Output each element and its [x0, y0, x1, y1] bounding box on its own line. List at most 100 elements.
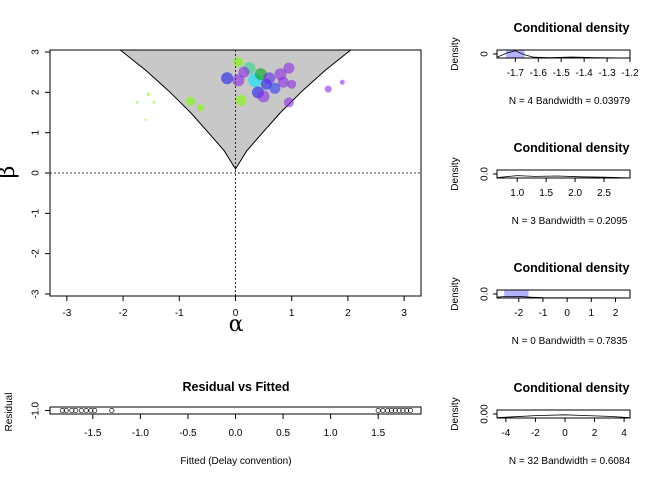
density-x-tick-label: 2 — [613, 308, 619, 319]
x-axis-label: α — [229, 312, 244, 337]
y-tick-label: -1 — [31, 208, 42, 217]
density-title: Conditional density — [514, 141, 630, 155]
density-curve — [496, 175, 631, 179]
density-curve — [496, 414, 631, 418]
data-point — [186, 96, 196, 106]
data-points — [135, 57, 345, 121]
density-frame — [496, 169, 631, 179]
y-axis-ticks: -3 -2 -1 0 1 2 3 — [31, 49, 50, 298]
residual-point — [83, 407, 89, 414]
density-x-tick-label: 4 — [621, 428, 627, 439]
y-tick-label: 0 — [31, 170, 42, 176]
density-y-label: Density — [450, 37, 461, 70]
residual-plot: Residual vs Fitted -1.5 -1.0 -0.5 0.0 0.5 1.0… — [4, 380, 422, 467]
residual-point — [88, 407, 94, 414]
density-panel: Conditional density -1.7 -1.6 -1.5 -1.4 -1.3-… — [450, 21, 639, 107]
data-point — [263, 72, 276, 85]
density-panels: Conditional density-1.7 -1.6 -1.5 -1.4 -1.3-… — [450, 21, 639, 467]
data-point — [233, 57, 244, 68]
residual-x-label: Fitted (Delay convention) — [180, 456, 291, 467]
residual-point — [404, 407, 410, 414]
density-panel: Conditional density -2 -1 0 1 2 0.0 Density N = … — [450, 261, 631, 347]
data-point — [197, 104, 205, 112]
density-y-label: Density — [450, 157, 461, 190]
residual-point — [375, 407, 381, 414]
density-y-tick-label: 0.0 — [480, 167, 491, 181]
residual-x-ticks: -1.5 -1.0 -0.5 0.0 0.5 1.0 1.5 — [84, 414, 386, 439]
density-curve — [496, 50, 631, 59]
data-point — [283, 62, 295, 74]
residual-point — [407, 407, 414, 414]
alpha-beta-plot: -3 -2 -1 0 1 2 3 -3 -2 -1 0 1 2 3 α β — [0, 49, 422, 337]
residual-point — [109, 407, 115, 414]
y-axis-label: β — [0, 166, 20, 179]
density-x-tick-label: 1 — [589, 308, 595, 319]
x-tick-label: -3 — [62, 308, 71, 319]
residual-x-tick-label: -1.0 — [132, 428, 150, 439]
density-x-tick-label: -2 — [531, 428, 540, 439]
density-y-tick-label: 0.00 — [480, 404, 491, 424]
residual-point — [63, 407, 69, 414]
density-x-tick-label: 1.5 — [539, 188, 553, 199]
residual-title: Residual vs Fitted — [183, 380, 290, 394]
density-title: Conditional density — [514, 261, 630, 275]
density-x-tick-label: 2.0 — [568, 188, 582, 199]
density-x-tick-label: 2 — [592, 428, 598, 439]
admissible-region-fill — [120, 50, 351, 169]
density-title: Conditional density — [514, 381, 630, 395]
density-stats: N = 32 Bandwidth = 0.6084 — [509, 456, 631, 467]
density-highlight — [504, 290, 529, 298]
x-tick-label: -2 — [119, 308, 128, 319]
data-point — [324, 85, 332, 93]
residual-x-tick-label: 1.0 — [324, 428, 338, 439]
data-point — [232, 74, 245, 87]
data-point — [257, 90, 270, 103]
data-point — [152, 101, 156, 104]
density-x-tick-label: -1 — [538, 308, 547, 319]
density-x-tick-label: -4 — [501, 428, 510, 439]
density-y-label: Density — [450, 277, 461, 310]
density-stats: N = 4 Bandwidth = 0.03979 — [509, 96, 631, 107]
residual-point — [78, 407, 84, 414]
x-tick-label: -1 — [175, 308, 184, 319]
residual-point — [392, 407, 398, 414]
density-x-tick-label: -1.6 — [530, 68, 548, 79]
data-point — [144, 118, 147, 121]
reference-lines — [50, 50, 421, 296]
x-tick-label: 2 — [345, 308, 351, 319]
density-x-tick-label: 0 — [562, 428, 568, 439]
data-point — [238, 66, 250, 78]
data-point — [269, 82, 281, 94]
x-tick-label: 0 — [233, 308, 239, 319]
residual-point — [380, 407, 386, 414]
residual-x-tick-label: -0.5 — [179, 428, 197, 439]
admissible-region — [119, 49, 352, 170]
data-point — [287, 79, 297, 89]
residual-point — [73, 407, 79, 414]
residual-point — [92, 407, 98, 414]
density-y-tick-label: 0 — [480, 51, 491, 57]
x-axis-ticks: -3 -2 -1 0 1 2 3 — [62, 296, 407, 319]
density-x-tick-label: -2 — [514, 308, 523, 319]
residual-x-tick-label: 1.5 — [371, 428, 385, 439]
data-point — [221, 72, 234, 85]
density-y-label: Density — [450, 397, 461, 430]
residual-x-tick-label: -1.5 — [84, 428, 102, 439]
y-tick-label: 2 — [31, 89, 42, 95]
density-x-tick-label: 1.0 — [510, 188, 524, 199]
residual-point — [396, 407, 402, 414]
density-title: Conditional density — [514, 21, 630, 35]
data-point — [135, 101, 139, 104]
data-point — [277, 76, 289, 88]
density-stats: N = 0 Bandwidth = 0.7835 — [512, 336, 628, 347]
data-point — [283, 97, 294, 108]
density-panel: Conditional density -4 -2 0 2 4 0.00 Density N =… — [450, 381, 631, 467]
density-x-tick-label: -1.4 — [576, 68, 594, 79]
residual-y-label: Residual — [4, 393, 15, 432]
residual-y-tick-label: -1.0 — [31, 401, 42, 419]
density-x-tick-label: -1.5 — [553, 68, 571, 79]
x-tick-label: 1 — [289, 308, 295, 319]
density-stats: N = 3 Bandwidth = 0.2095 — [512, 216, 628, 227]
residual-point — [59, 407, 65, 414]
